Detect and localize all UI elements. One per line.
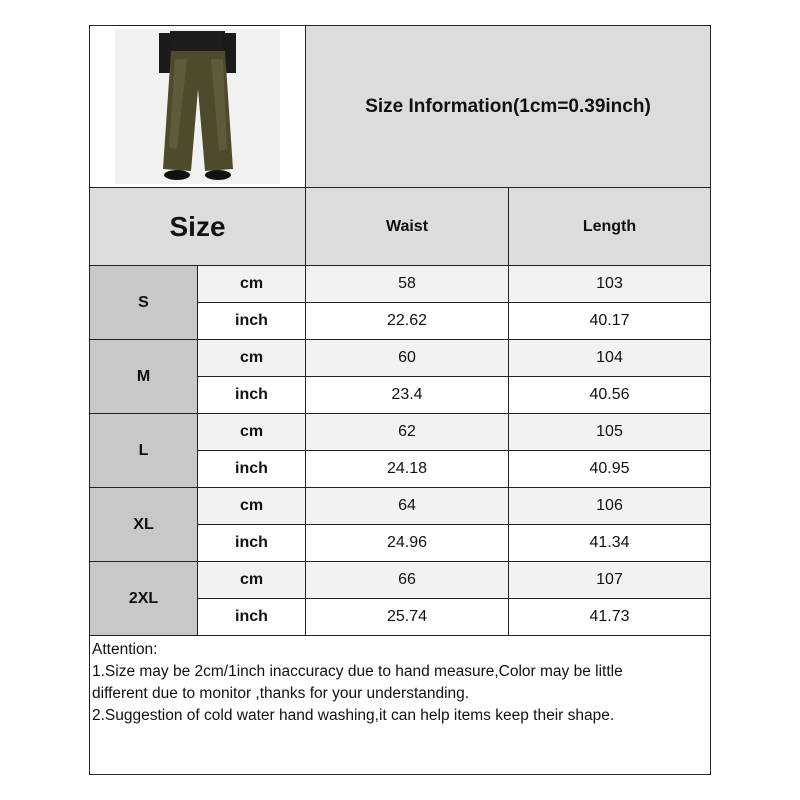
note-line: 1.Size may be 2cm/1inch inaccuracy due t… [92, 663, 623, 680]
size-label: M [90, 340, 198, 414]
size-label: 2XL [90, 562, 198, 636]
unit-label: cm [198, 266, 306, 303]
unit-label: inch [198, 451, 306, 488]
waist-value: 22.62 [306, 303, 509, 340]
unit-label: cm [198, 340, 306, 377]
length-value: 40.56 [509, 377, 711, 414]
note-line: 2.Suggestion of cold water hand washing,… [92, 707, 615, 724]
length-value: 41.34 [509, 525, 711, 562]
unit-label: inch [198, 599, 306, 636]
unit-label: cm [198, 488, 306, 525]
pants-photo [115, 29, 280, 184]
unit-label: cm [198, 562, 306, 599]
unit-label: inch [198, 303, 306, 340]
length-value: 40.95 [509, 451, 711, 488]
length-value: 40.17 [509, 303, 711, 340]
waist-value: 58 [306, 266, 509, 303]
size-label: L [90, 414, 198, 488]
waist-value: 24.96 [306, 525, 509, 562]
length-value: 41.73 [509, 599, 711, 636]
length-value: 105 [509, 414, 711, 451]
unit-label: inch [198, 525, 306, 562]
page-title: Size Information(1cm=0.39inch) [306, 26, 711, 188]
length-header: Length [509, 188, 711, 266]
waist-value: 64 [306, 488, 509, 525]
size-chart-table: Size Information(1cm=0.39inch) Size Wais… [89, 25, 711, 775]
notes-heading: Attention: [92, 641, 158, 658]
size-label: XL [90, 488, 198, 562]
note-line: different due to monitor ,thanks for you… [92, 685, 470, 702]
waist-value: 23.4 [306, 377, 509, 414]
size-label: S [90, 266, 198, 340]
size-header: Size [90, 188, 306, 266]
waist-value: 66 [306, 562, 509, 599]
unit-label: cm [198, 414, 306, 451]
length-value: 103 [509, 266, 711, 303]
attention-notes: Attention: 1.Size may be 2cm/1inch inacc… [90, 636, 710, 774]
waist-value: 62 [306, 414, 509, 451]
waist-value: 24.18 [306, 451, 509, 488]
length-value: 104 [509, 340, 711, 377]
unit-label: inch [198, 377, 306, 414]
length-value: 106 [509, 488, 711, 525]
length-value: 107 [509, 562, 711, 599]
waist-value: 25.74 [306, 599, 509, 636]
waist-header: Waist [306, 188, 509, 266]
product-image-cell [90, 26, 306, 188]
waist-value: 60 [306, 340, 509, 377]
